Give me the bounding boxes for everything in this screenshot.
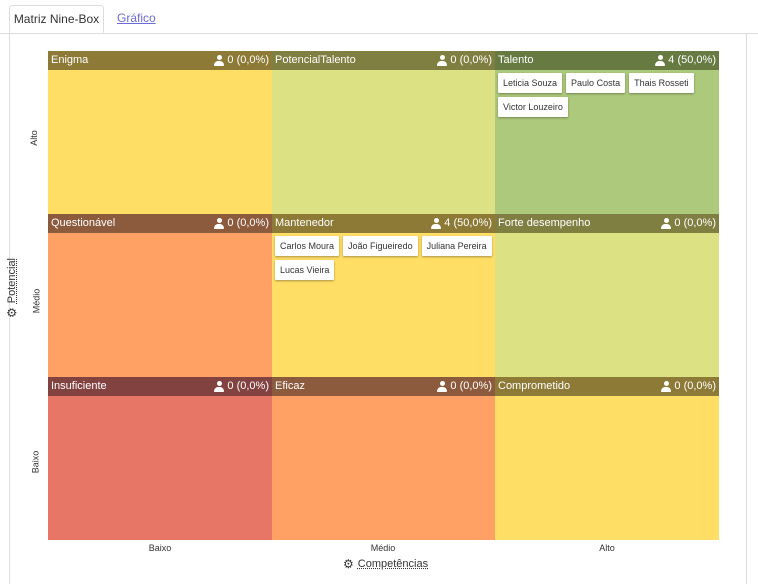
- y-level-alto: Alto: [28, 130, 39, 146]
- cell-count: 0 (0,0%): [437, 377, 492, 396]
- user-icon: [661, 218, 672, 229]
- cell-header: Mantenedor 4 (50,0%): [272, 214, 495, 233]
- cell-title: Mantenedor: [275, 217, 334, 229]
- cell-title: Comprometido: [498, 380, 571, 392]
- cell-eficaz: Eficaz 0 (0,0%): [272, 377, 495, 540]
- cell-count: 0 (0,0%): [437, 51, 492, 70]
- cell-count-text: 0 (0,0%): [227, 380, 269, 392]
- cell-mantenedor: Mantenedor 4 (50,0%) Carlos Moura João Figu…: [272, 214, 495, 377]
- nine-box-grid: Enigma 0 (0,0%) PotencialTalento 0 (0,0%) Ta…: [48, 51, 719, 540]
- cell-count-text: 0 (0,0%): [227, 54, 269, 66]
- cell-count: 0 (0,0%): [214, 214, 269, 233]
- y-axis-title[interactable]: ⚙ Potencial: [5, 257, 20, 319]
- user-icon: [661, 381, 672, 392]
- x-level-alto: Alto: [599, 543, 615, 553]
- cell-count: 0 (0,0%): [661, 214, 716, 233]
- cell-forte-desempenho: Forte desempenho 0 (0,0%): [495, 214, 719, 377]
- y-level-baixo: Baixo: [30, 450, 41, 474]
- cell-title: Insuficiente: [51, 380, 107, 392]
- cell-header: PotencialTalento 0 (0,0%): [272, 51, 495, 70]
- user-icon: [655, 55, 666, 66]
- matrix-panel: [9, 33, 747, 584]
- cell-header: Eficaz 0 (0,0%): [272, 377, 495, 396]
- tab-bar: Matriz Nine-Box Gráfico: [0, 0, 758, 34]
- cell-header: Comprometido 0 (0,0%): [495, 377, 719, 396]
- x-axis-title[interactable]: ⚙ Competências: [343, 558, 428, 570]
- person-chip[interactable]: Paulo Costa: [566, 73, 626, 93]
- cell-count-text: 0 (0,0%): [227, 217, 269, 229]
- user-icon: [214, 381, 225, 392]
- person-chip[interactable]: João Figueiredo: [343, 236, 418, 256]
- cell-header: Questionável 0 (0,0%): [48, 214, 272, 233]
- y-level-medio: Médio: [31, 288, 42, 314]
- cell-title: Questionável: [51, 217, 116, 229]
- cell-count: 0 (0,0%): [214, 51, 269, 70]
- cell-header: Forte desempenho 0 (0,0%): [495, 214, 719, 233]
- tab-matriz-nine-box[interactable]: Matriz Nine-Box: [9, 5, 104, 33]
- cell-count-text: 0 (0,0%): [450, 54, 492, 66]
- user-icon: [437, 381, 448, 392]
- user-icon: [214, 218, 225, 229]
- cell-title: Forte desempenho: [498, 217, 591, 229]
- cell-enigma: Enigma 0 (0,0%): [48, 51, 272, 214]
- cell-title: Eficaz: [275, 380, 305, 392]
- cell-count-text: 4 (50,0%): [444, 217, 492, 229]
- gear-icon: ⚙: [343, 557, 354, 571]
- x-level-medio: Médio: [370, 543, 396, 553]
- people-list: Carlos Moura João Figueiredo Juliana Perei…: [275, 236, 492, 280]
- cell-count: 4 (50,0%): [431, 214, 492, 233]
- person-chip[interactable]: Lucas Vieira: [275, 260, 335, 280]
- cell-title: Enigma: [51, 54, 89, 66]
- cell-count-text: 4 (50,0%): [668, 54, 716, 66]
- cell-header: Insuficiente 0 (0,0%): [48, 377, 272, 396]
- cell-talento: Talento 4 (50,0%) Leticia Souza Paulo Costa…: [495, 51, 719, 214]
- user-icon: [437, 55, 448, 66]
- person-chip[interactable]: Victor Louzeiro: [498, 97, 568, 117]
- cell-questionável: Questionável 0 (0,0%): [48, 214, 272, 377]
- person-chip[interactable]: Juliana Pereira: [421, 236, 492, 256]
- person-chip[interactable]: Thais Rosseti: [629, 73, 694, 93]
- person-chip[interactable]: Leticia Souza: [498, 73, 563, 93]
- cell-count: 0 (0,0%): [661, 377, 716, 396]
- cell-count: 0 (0,0%): [214, 377, 269, 396]
- cell-count-text: 0 (0,0%): [674, 217, 716, 229]
- y-axis-title-text: Potencial: [6, 257, 19, 304]
- cell-header: Enigma 0 (0,0%): [48, 51, 272, 70]
- x-level-baixo: Baixo: [148, 543, 172, 553]
- cell-potencialtalento: PotencialTalento 0 (0,0%): [272, 51, 495, 214]
- cell-count: 4 (50,0%): [655, 51, 716, 70]
- user-icon: [431, 218, 442, 229]
- cell-comprometido: Comprometido 0 (0,0%): [495, 377, 719, 540]
- user-icon: [214, 55, 225, 66]
- cell-title: Talento: [498, 54, 534, 66]
- gear-icon: ⚙: [5, 307, 20, 319]
- x-axis-title-text: Competências: [357, 558, 429, 570]
- cell-title: PotencialTalento: [275, 54, 356, 66]
- cell-count-text: 0 (0,0%): [450, 380, 492, 392]
- people-list: Leticia Souza Paulo Costa Thais Rosseti Vic…: [498, 73, 716, 117]
- cell-insuficiente: Insuficiente 0 (0,0%): [48, 377, 272, 540]
- cell-header: Talento 4 (50,0%): [495, 51, 719, 70]
- tab-grafico[interactable]: Gráfico: [117, 11, 156, 25]
- cell-count-text: 0 (0,0%): [674, 380, 716, 392]
- person-chip[interactable]: Carlos Moura: [275, 236, 340, 256]
